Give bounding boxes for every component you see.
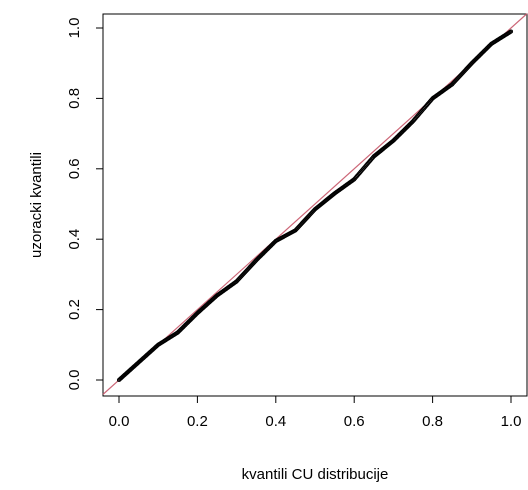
x-tick-label: 0.8 [422, 413, 443, 430]
y-tick-label: 0.0 [66, 370, 83, 391]
x-tick-label: 1.0 [501, 413, 522, 430]
y-tick-label: 1.0 [66, 18, 83, 39]
x-tick-label: 0.2 [187, 413, 208, 430]
y-tick-label: 0.8 [66, 88, 83, 109]
plot-frame [102, 13, 528, 397]
data-point [508, 29, 514, 34]
x-axis-title: kvantili CU distribucije [242, 466, 389, 483]
y-tick-label: 0.4 [66, 229, 83, 250]
x-tick-label: 0.6 [344, 413, 365, 430]
y-axis-title: uzoracki kvantili [28, 152, 45, 258]
y-tick-label: 0.2 [66, 299, 83, 320]
data-points [116, 29, 514, 383]
y-axis: 0.0 0.2 0.4 0.6 0.8 1.0 [66, 18, 103, 391]
x-tick-label: 0.4 [265, 413, 286, 430]
x-axis: 0.0 0.2 0.4 0.6 0.8 1.0 [109, 396, 522, 430]
y-tick-label: 0.6 [66, 158, 83, 179]
x-tick-label: 0.0 [109, 413, 130, 430]
